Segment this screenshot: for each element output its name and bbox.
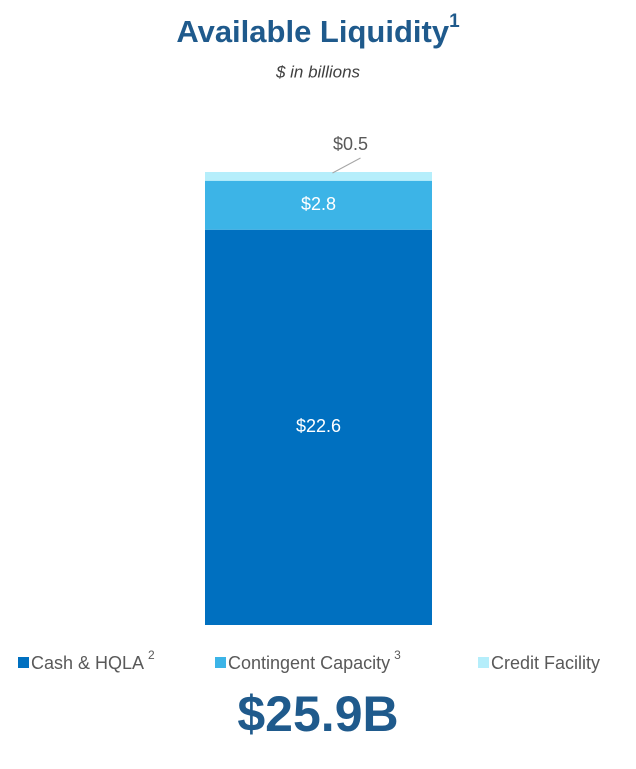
- legend-name: Contingent Capacity: [228, 653, 390, 673]
- data-label: $2.8: [301, 194, 336, 214]
- legend-note: 3: [394, 648, 401, 662]
- data-label: $22.6: [296, 416, 341, 436]
- total-label: $25.9B: [237, 686, 398, 742]
- legend-name: Credit Facility: [491, 653, 600, 673]
- legend-swatch: [18, 657, 29, 668]
- legend-label: Contingent Capacity 3: [228, 648, 401, 673]
- leader-line: [332, 157, 361, 174]
- legend-note: 2: [148, 648, 155, 662]
- title-text: Available Liquidity: [176, 14, 449, 49]
- subtitle: $ in billions: [275, 62, 361, 81]
- chart-title: Available Liquidity1: [176, 11, 460, 49]
- legend-name: Cash & HQLA: [31, 653, 144, 673]
- bar-segment: [205, 180, 432, 230]
- bar-segment: [205, 172, 432, 181]
- legend-label: Credit Facility: [491, 653, 600, 673]
- title-note: 1: [449, 11, 460, 32]
- legend-label: Cash & HQLA 2: [31, 648, 155, 673]
- bar-segment: [205, 229, 432, 625]
- legend-swatch: [215, 657, 226, 668]
- data-label: $0.5: [333, 134, 368, 154]
- legend-swatch: [478, 657, 489, 668]
